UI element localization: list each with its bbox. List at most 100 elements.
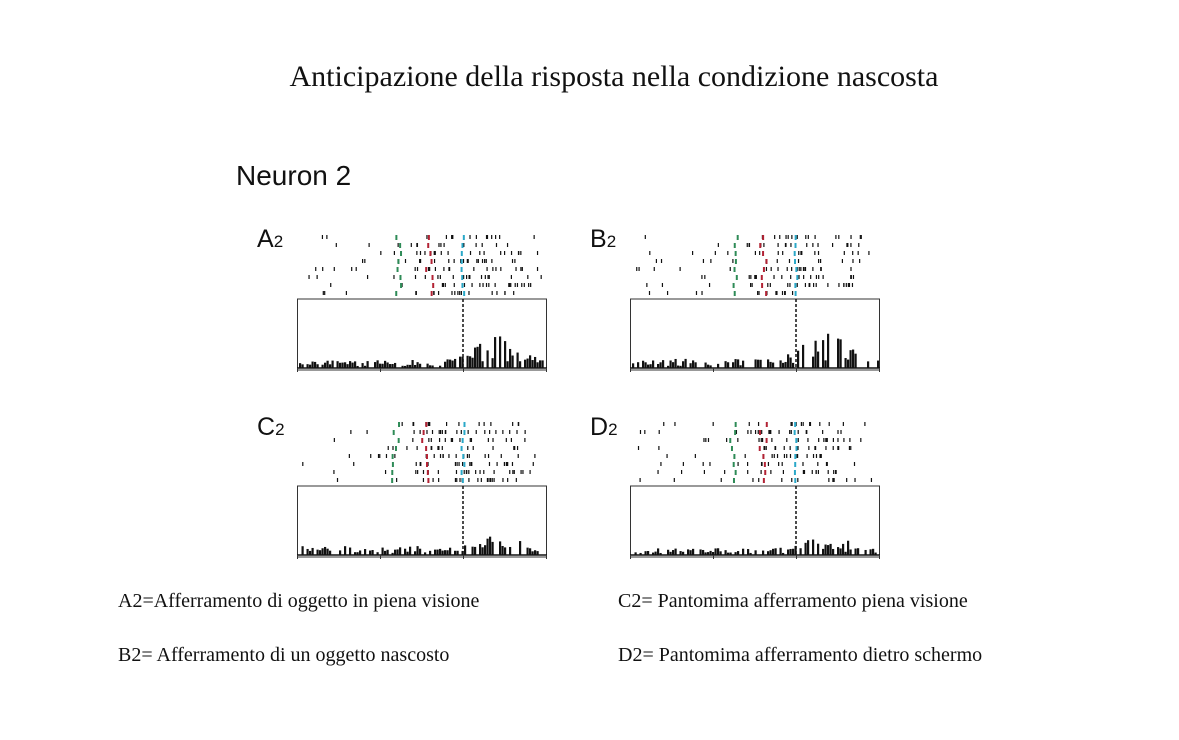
panel-d-plot	[630, 422, 880, 559]
histogram-bar	[782, 362, 785, 368]
panel-c-label: C2	[257, 415, 285, 442]
panel-a-subscript: 2	[273, 232, 284, 251]
histogram-bar	[652, 552, 655, 555]
histogram-bar	[424, 552, 427, 555]
histogram-bar	[359, 550, 362, 555]
histogram-bar	[699, 549, 702, 555]
histogram-bar	[346, 364, 349, 368]
histogram-bar	[394, 549, 397, 555]
histogram-bar	[406, 364, 409, 368]
histogram-bar	[742, 360, 745, 368]
histogram-bar	[654, 551, 657, 555]
panel-c-letter: C	[257, 413, 276, 441]
histogram-bar	[704, 552, 707, 555]
histogram-bar	[874, 552, 877, 555]
histogram-bar	[324, 546, 327, 555]
histogram-bar	[349, 361, 352, 368]
histogram-bar	[657, 548, 660, 555]
histogram-bar	[371, 550, 374, 555]
histogram-bar	[494, 337, 497, 368]
histogram-bar	[339, 362, 342, 368]
histogram-bar	[844, 551, 847, 555]
histogram-bar	[321, 548, 324, 555]
histogram-bar	[469, 356, 472, 368]
histogram-bar	[757, 359, 760, 368]
histogram-bar	[692, 360, 695, 368]
histogram-bar	[419, 548, 422, 555]
histogram-bar	[461, 356, 464, 368]
histogram-bar	[829, 543, 832, 555]
histogram-bar	[807, 540, 810, 555]
histogram-bar	[534, 356, 537, 368]
histogram-bar	[429, 550, 432, 555]
histogram-bar	[316, 364, 319, 368]
histogram-bar	[446, 359, 449, 368]
histogram-bar	[356, 365, 359, 368]
histogram-bar	[311, 361, 314, 368]
histogram-bar	[471, 546, 474, 555]
histogram-bar	[849, 350, 852, 368]
histogram-bar	[356, 552, 359, 555]
histogram-bar	[474, 347, 477, 368]
histogram-bar	[519, 541, 522, 555]
histogram-bar	[812, 356, 815, 368]
histogram-bar	[719, 551, 722, 555]
histogram-bar	[772, 548, 775, 555]
histogram-bar	[717, 548, 720, 555]
histogram-bar	[632, 363, 635, 368]
histogram-bar	[802, 344, 805, 368]
histogram-d	[634, 539, 877, 555]
histogram-bar	[779, 360, 782, 368]
histogram-bar	[391, 552, 394, 555]
histogram-bar	[734, 359, 737, 368]
histogram-bar	[769, 550, 772, 555]
histogram-bar	[376, 360, 379, 368]
histogram-bar	[531, 360, 534, 368]
histogram-bar	[659, 552, 662, 555]
histogram-bar	[384, 550, 387, 555]
histogram-bar	[366, 361, 369, 368]
histogram-bar	[839, 548, 842, 555]
histogram-bar	[316, 549, 319, 555]
histogram-bar	[499, 336, 502, 368]
histogram-bar	[739, 365, 742, 368]
histogram-bar	[429, 365, 432, 368]
histogram-bar	[409, 364, 412, 368]
histogram-bar	[444, 550, 447, 555]
histogram-bar	[837, 547, 840, 555]
histogram-bar	[344, 362, 347, 368]
panel-b-subscript: 2	[606, 232, 617, 251]
histogram-bar	[504, 341, 507, 368]
histogram-bar	[364, 365, 367, 368]
panel-d-label: D2	[590, 415, 618, 442]
histogram-bar	[849, 549, 852, 555]
histogram-bar	[852, 349, 855, 368]
histogram-bar	[306, 364, 309, 368]
histogram-bar	[454, 358, 457, 368]
histogram-bar	[694, 362, 697, 368]
histogram-bar	[456, 550, 459, 555]
histogram-bar	[792, 548, 795, 555]
histogram-bar	[431, 365, 434, 368]
histogram-bar	[659, 362, 662, 368]
histogram-bar	[737, 551, 740, 555]
histogram-bar	[381, 547, 384, 555]
histogram-bar	[509, 348, 512, 368]
histogram-bar	[384, 360, 387, 368]
histogram-bar	[702, 549, 705, 555]
histogram-bar	[351, 362, 354, 368]
histogram-bar	[381, 363, 384, 368]
histogram-bar	[769, 361, 772, 368]
histogram-bar	[734, 552, 737, 555]
histogram-bar	[727, 362, 730, 368]
panel-a-plot	[297, 235, 547, 372]
histogram-bar	[724, 361, 727, 368]
histogram-bar	[657, 363, 660, 368]
histogram-bar	[364, 549, 367, 555]
histogram-bar	[729, 552, 732, 555]
histogram-bar	[639, 552, 642, 555]
histogram-bar	[747, 549, 750, 555]
histogram-bar	[526, 358, 529, 368]
histogram-bar	[689, 550, 692, 555]
histogram-bar	[787, 354, 790, 368]
